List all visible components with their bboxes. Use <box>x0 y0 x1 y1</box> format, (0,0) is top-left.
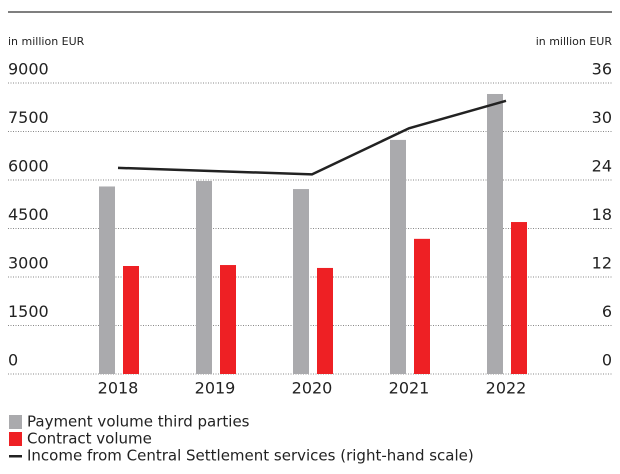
bar <box>220 265 236 374</box>
line <box>117 99 507 176</box>
y2-tick-label: 30 <box>592 108 612 127</box>
y-tick-label: 7500 <box>8 108 49 127</box>
y2-axis-label: in million EUR <box>536 35 613 48</box>
y-tick-label: 3000 <box>8 254 49 273</box>
y-tick-label: 9000 <box>8 60 49 79</box>
y-tick-label: 6000 <box>8 157 49 176</box>
bar <box>293 189 309 374</box>
y2-tick-label: 18 <box>592 205 612 224</box>
x-tick-label: 2022 <box>486 379 527 398</box>
bar <box>390 139 406 374</box>
x-tick-label: 2018 <box>98 379 139 398</box>
y-tick-label: 0 <box>8 351 18 370</box>
legend-label: Contract volume <box>27 430 152 448</box>
bar <box>99 186 115 374</box>
bar <box>511 222 527 374</box>
bar <box>414 238 430 374</box>
legend-label: Income from Central Settlement services … <box>27 447 474 465</box>
bar <box>487 93 503 374</box>
x-tick-label: 2021 <box>389 379 430 398</box>
y-tick-label: 4500 <box>8 205 49 224</box>
bar <box>196 180 212 374</box>
y2-tick-label: 6 <box>602 302 612 321</box>
legend-swatch <box>9 415 22 429</box>
legend-label: Payment volume third parties <box>27 413 250 431</box>
x-tick-label: 2020 <box>292 379 333 398</box>
y2-tick-label: 0 <box>602 351 612 370</box>
y2-tick-label: 36 <box>592 60 612 79</box>
y2-tick-label: 24 <box>592 157 612 176</box>
bar <box>317 267 333 374</box>
y-tick-label: 1500 <box>8 302 49 321</box>
bar <box>123 266 139 374</box>
legend-swatch <box>9 455 22 458</box>
x-tick-label: 2019 <box>195 379 236 398</box>
y-axis-label: in million EUR <box>8 35 85 48</box>
legend-swatch <box>9 432 22 446</box>
y2-tick-label: 12 <box>592 254 612 273</box>
